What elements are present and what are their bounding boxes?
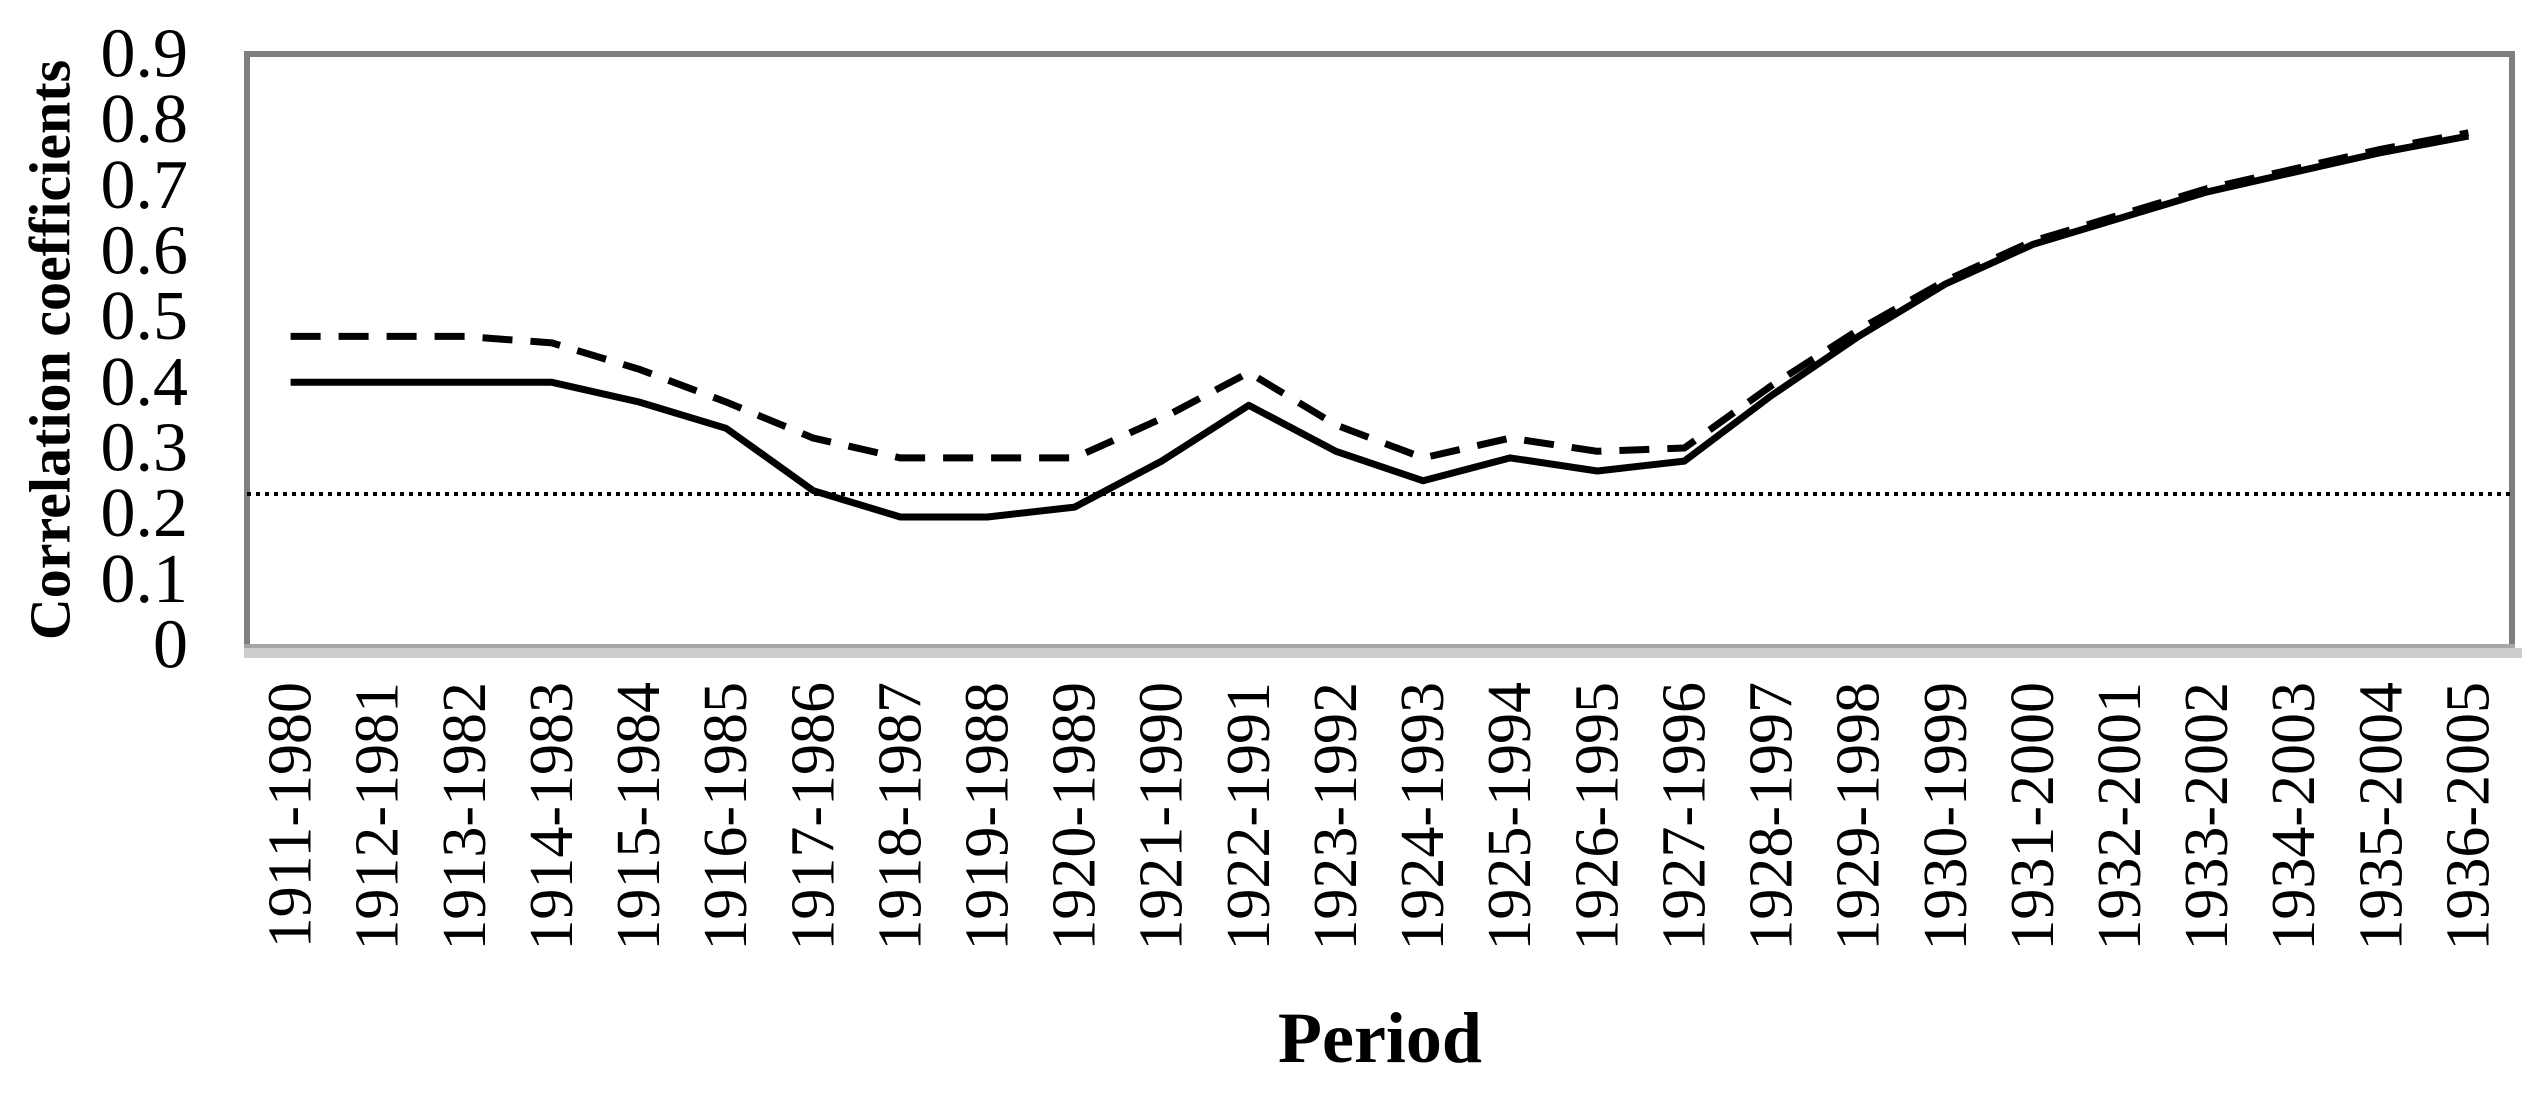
y-tick-label-0.1: 0.1: [101, 541, 189, 618]
x-tick-label-1925-1994: 1925-1994: [1476, 682, 1544, 951]
y-tick-label-0.4: 0.4: [101, 344, 189, 421]
x-tick-label-1914-1983: 1914-1983: [518, 682, 586, 951]
x-tick-label-1917-1986: 1917-1986: [779, 682, 847, 951]
x-tick-label-1930-1999: 1930-1999: [1912, 682, 1980, 951]
y-tick-label-0: 0: [153, 607, 188, 684]
x-tick-label-1920-1989: 1920-1989: [1041, 682, 1109, 951]
x-tick-label-1923-1992: 1923-1992: [1302, 682, 1370, 951]
y-axis-title: Correlation coefficients: [18, 60, 83, 640]
x-tick-label-1928-1997: 1928-1997: [1738, 682, 1806, 951]
x-tick-label-1921-1990: 1921-1990: [1128, 682, 1196, 951]
x-tick-label-1934-2003: 1934-2003: [2260, 682, 2328, 951]
x-tick-label-1933-2002: 1933-2002: [2173, 682, 2241, 951]
x-tick-label-1919-1988: 1919-1988: [953, 682, 1021, 951]
x-tick-label-1926-1995: 1926-1995: [1563, 682, 1631, 951]
x-tick-label-1916-1985: 1916-1985: [692, 682, 760, 951]
solid-correlation-series-line: [290, 132, 2470, 521]
y-tick-label-0.6: 0.6: [101, 213, 189, 290]
x-tick-label-1912-1981: 1912-1981: [344, 682, 412, 951]
x-tick-label-1918-1987: 1918-1987: [866, 682, 934, 951]
x-tick-label-1929-1998: 1929-1998: [1825, 682, 1893, 951]
dashed-correlation-series-line: [290, 129, 2470, 462]
x-tick-label-1913-1982: 1913-1982: [431, 682, 499, 951]
x-tick-label-1915-1984: 1915-1984: [605, 682, 673, 951]
y-tick-label-0.2: 0.2: [101, 475, 189, 552]
y-tick-label-0.5: 0.5: [101, 278, 189, 355]
y-tick-label-0.8: 0.8: [101, 81, 189, 158]
x-tick-label-1911-1980: 1911-1980: [257, 682, 325, 948]
x-tick-label-1931-2000: 1931-2000: [1999, 682, 2067, 951]
x-tick-label-1924-1993: 1924-1993: [1389, 682, 1457, 951]
x-tick-label-1935-2004: 1935-2004: [2347, 682, 2415, 951]
y-tick-label-0.3: 0.3: [101, 410, 189, 487]
x-axis-title: Period: [1278, 998, 1482, 1078]
x-tick-label-1927-1996: 1927-1996: [1650, 682, 1718, 951]
y-tick-label-0.9: 0.9: [101, 16, 189, 93]
y-tick-label-0.7: 0.7: [101, 147, 189, 224]
x-tick-label-1932-2001: 1932-2001: [2086, 682, 2154, 951]
x-tick-label-1936-2005: 1936-2005: [2434, 682, 2502, 951]
x-tick-label-1922-1991: 1922-1991: [1215, 682, 1283, 951]
plot-area: 00.10.20.30.40.50.60.70.80.9 1911-1980 191…: [101, 16, 2522, 951]
